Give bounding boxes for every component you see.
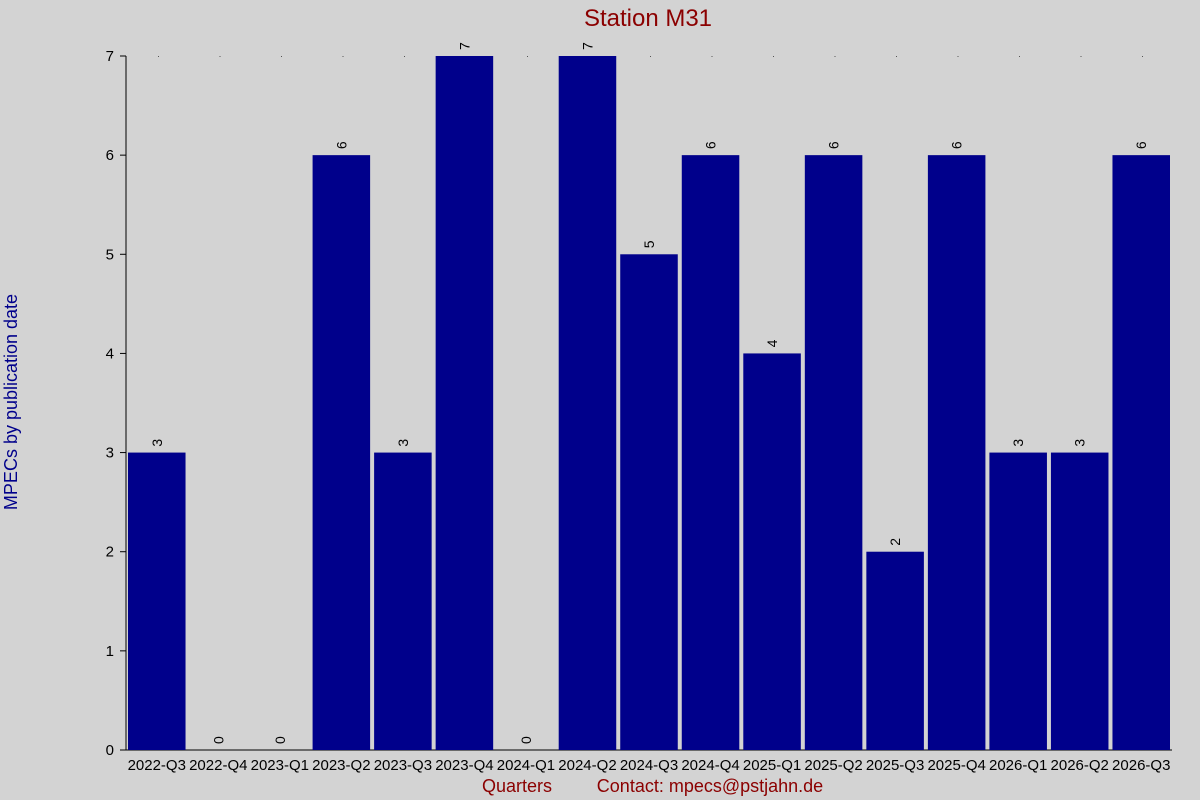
bar-2025-Q3 bbox=[866, 551, 924, 750]
top-dot bbox=[404, 56, 405, 57]
data-label: 3 bbox=[1010, 439, 1026, 447]
top-dot bbox=[158, 56, 159, 57]
bar-2023-Q4 bbox=[435, 56, 494, 750]
bar-2023-Q2 bbox=[312, 155, 371, 751]
data-label: 3 bbox=[149, 439, 165, 447]
x-tick-label: 2024-Q1 bbox=[497, 757, 555, 774]
top-dot bbox=[342, 56, 344, 57]
data-label: 3 bbox=[1072, 439, 1088, 447]
x-tick-label: 2026-Q2 bbox=[1051, 757, 1109, 774]
bar-2025-Q1 bbox=[743, 353, 801, 750]
top-dot bbox=[219, 56, 221, 57]
top-dot bbox=[834, 56, 836, 57]
x-tick-label: 2026-Q1 bbox=[989, 757, 1047, 774]
y-tick-label: 6 bbox=[106, 147, 114, 164]
chart-title: Station M31 bbox=[584, 5, 712, 32]
y-tick-label: 5 bbox=[106, 246, 114, 263]
data-label: 6 bbox=[703, 141, 719, 149]
y-axis-label: MPECs by publication date bbox=[1, 294, 21, 510]
y-tick-label: 1 bbox=[106, 643, 114, 660]
x-tick-label: 2022-Q4 bbox=[189, 757, 247, 774]
labels: 2022-Q3 3 2022-Q4 0 2023-Q1 0 2023-Q2 6 2023-Q3 3… bbox=[128, 42, 1171, 774]
bar-2024-Q4 bbox=[681, 155, 740, 751]
x-tick-label: 2023-Q4 bbox=[435, 757, 493, 774]
top-dot bbox=[281, 56, 282, 57]
x-tick-label: 2023-Q1 bbox=[251, 757, 309, 774]
data-label: 7 bbox=[579, 42, 595, 50]
y-tick-label: 7 bbox=[106, 48, 114, 65]
data-label: 0 bbox=[272, 736, 288, 744]
x-tick-label: 2024-Q2 bbox=[558, 757, 616, 774]
top-dot bbox=[711, 56, 713, 57]
top-dot bbox=[527, 56, 528, 57]
x-axis-label: Quarters bbox=[482, 776, 552, 796]
x-tick-label: 2022-Q3 bbox=[128, 757, 186, 774]
data-label: 7 bbox=[456, 42, 472, 50]
bar-2025-Q2 bbox=[804, 155, 863, 751]
y-tick-label: 4 bbox=[106, 345, 114, 362]
bar-2022-Q3 bbox=[128, 452, 186, 750]
y-tick-label: 3 bbox=[106, 445, 114, 462]
top-dot bbox=[1080, 56, 1082, 57]
bar-2026-Q2 bbox=[1050, 452, 1109, 750]
data-label: 6 bbox=[333, 141, 349, 149]
data-label: 6 bbox=[826, 141, 842, 149]
bar-2024-Q3 bbox=[620, 254, 678, 751]
bar-2025-Q4 bbox=[927, 155, 986, 751]
data-label: 0 bbox=[518, 736, 534, 744]
data-label: 6 bbox=[1133, 141, 1149, 149]
x-tick-label: 2023-Q2 bbox=[312, 757, 370, 774]
top-dot bbox=[896, 56, 897, 57]
bar-2026-Q3 bbox=[1112, 155, 1170, 751]
top-dot bbox=[1142, 56, 1143, 57]
x-tick-label: 2024-Q3 bbox=[620, 757, 678, 774]
x-tick-label: 2025-Q1 bbox=[743, 757, 801, 774]
bar-2026-Q1 bbox=[989, 452, 1047, 750]
x-tick-label: 2024-Q4 bbox=[681, 757, 739, 774]
data-label: 0 bbox=[210, 736, 226, 744]
bars bbox=[128, 56, 1170, 751]
top-dot bbox=[773, 56, 774, 57]
x-tick-label: 2023-Q3 bbox=[374, 757, 432, 774]
x-tick-label: 2025-Q4 bbox=[927, 757, 985, 774]
x-tick-label: 2025-Q3 bbox=[866, 757, 924, 774]
data-label: 4 bbox=[764, 339, 780, 347]
data-label: 6 bbox=[949, 141, 965, 149]
bar-2023-Q3 bbox=[374, 452, 432, 750]
y-tick-label: 0 bbox=[106, 742, 114, 759]
top-dot bbox=[1019, 56, 1020, 57]
x-tick-label: 2026-Q3 bbox=[1112, 757, 1170, 774]
data-label: 5 bbox=[641, 240, 657, 248]
y-tick-label: 2 bbox=[106, 544, 114, 561]
top-dot bbox=[957, 56, 959, 57]
bar-2024-Q2 bbox=[558, 56, 617, 750]
data-label: 2 bbox=[887, 538, 903, 546]
top-dot bbox=[650, 56, 651, 57]
x-tick-label: 2025-Q2 bbox=[804, 757, 862, 774]
data-label: 3 bbox=[395, 439, 411, 447]
contact-text: Contact: mpecs@pstjahn.de bbox=[597, 776, 823, 796]
